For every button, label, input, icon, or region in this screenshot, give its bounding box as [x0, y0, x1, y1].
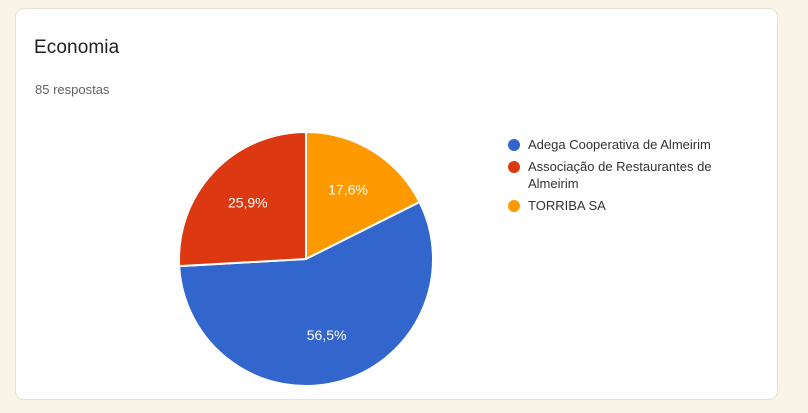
legend-swatch-orange-icon [508, 200, 520, 212]
legend-label: Associação de Restaurantes de Almeirim [528, 159, 712, 191]
legend-swatch-red-icon [508, 161, 520, 173]
legend-item-adega-cooperativa-de-almeirim[interactable]: Adega Cooperativa de Almeirim [508, 136, 758, 153]
plot-area: 17,6% 56,5% 25,9% Adega Cooperativa de Alm… [16, 9, 779, 401]
pie-slice-value-label: 25,9% [228, 195, 268, 211]
legend-item-torriba-sa[interactable]: TORRIBA SA [508, 197, 758, 214]
legend-label: Adega Cooperativa de Almeirim [528, 137, 711, 152]
pie-chart: 17,6% 56,5% 25,9% [178, 130, 434, 387]
pie-slice-value-label: 17,6% [328, 182, 368, 198]
pie-slice[interactable] [305, 130, 421, 261]
chart-legend: Adega Cooperativa de Almeirim Associação… [508, 136, 758, 219]
pie-slice[interactable] [178, 200, 434, 387]
legend-swatch-blue-icon [508, 139, 520, 151]
chart-card: Economia 85 respostas 17,6% 56,5% 25,9% Ad… [15, 8, 778, 400]
pie-slice[interactable] [178, 130, 307, 268]
page-title: Economia [34, 37, 120, 58]
legend-item-associacao-de-restaurantes-de-almeirim[interactable]: Associação de Restaurantes de Almeirim [508, 158, 758, 192]
pie-slice-value-label: 56,5% [307, 327, 347, 343]
pie-slice-group [178, 130, 434, 387]
legend-label: TORRIBA SA [528, 198, 606, 213]
response-count-label: 85 respostas [35, 82, 110, 97]
pie-label-group: 17,6% 56,5% 25,9% [228, 182, 368, 343]
